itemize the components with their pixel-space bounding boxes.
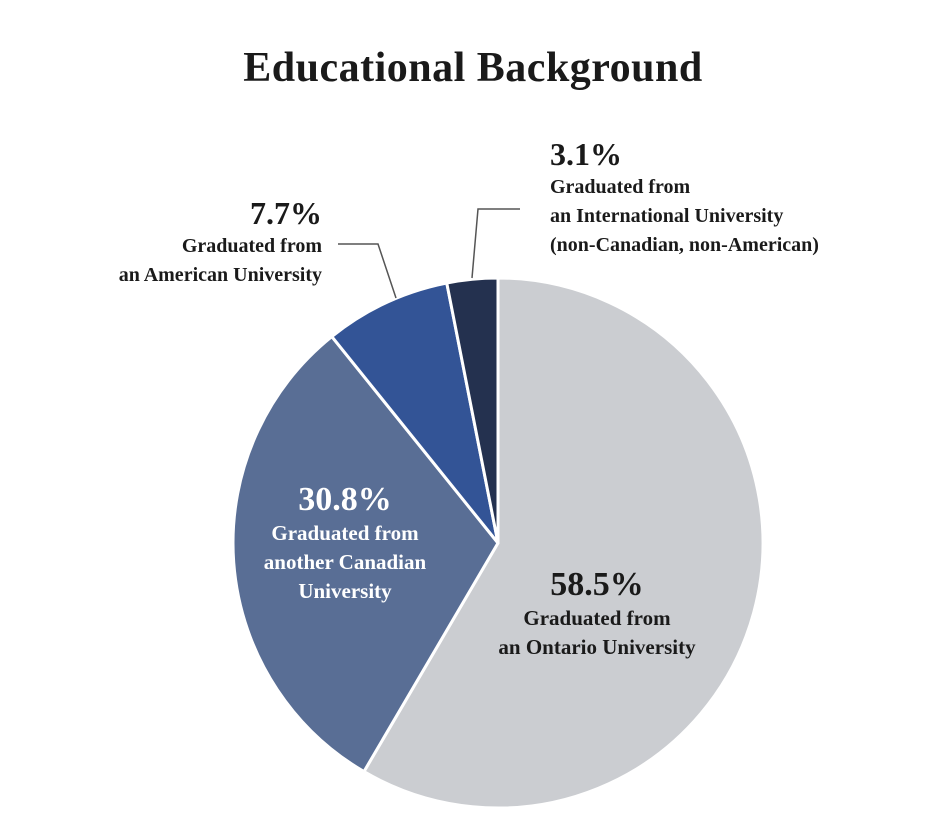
slice-labels: 58.5% Graduated from an Ontario University… (119, 136, 819, 659)
slice-pct-label-1: 58.5% (550, 566, 644, 603)
leader-line-4 (471, 208, 520, 279)
slice-pct-label-3: 7.7% (250, 195, 322, 231)
pie-slice-4 (445, 276, 500, 545)
leader-lines (338, 208, 520, 299)
pie-slice-3 (330, 281, 500, 545)
slice-desc-label-2-line-3: University (298, 579, 392, 603)
slice-desc-label-3-line-1: Graduated from (182, 235, 323, 257)
slice-desc-label-1-line-2: an Ontario University (498, 635, 696, 659)
slice-desc-label-3-line-2: an American University (119, 264, 322, 286)
slice-pct-label-2: 30.8% (298, 481, 392, 518)
slice-desc-label-1-line-1: Graduated from (523, 606, 671, 630)
slice-desc-label-2-line-1: Graduated from (271, 521, 419, 545)
chart-title: Educational Background (243, 45, 703, 91)
slice-desc-label-2-line-2: another Canadian (264, 550, 427, 574)
leader-line-3 (338, 243, 397, 299)
slice-desc-label-4-line-2: an International University (550, 205, 783, 227)
pie-slice-1 (362, 276, 765, 810)
slice-pct-label-4: 3.1% (550, 136, 622, 172)
slice-desc-label-4-line-1: Graduated from (550, 176, 691, 198)
slice-desc-label-4-line-3: (non-Canadian, non-American) (550, 234, 819, 256)
pie-slices (231, 276, 765, 810)
pie-slice-2 (231, 335, 500, 774)
